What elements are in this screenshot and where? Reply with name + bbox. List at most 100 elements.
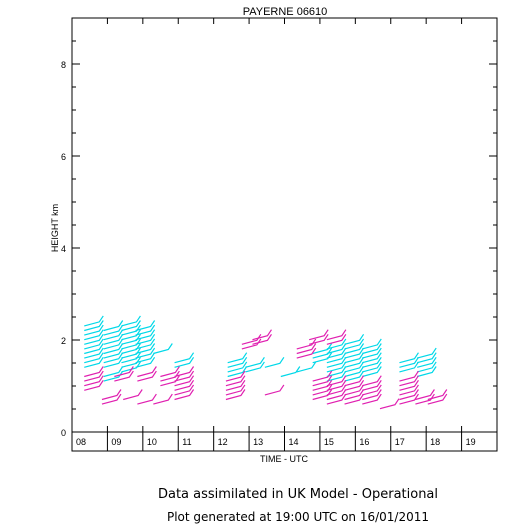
wind-barb [174, 356, 195, 368]
wind-barb [344, 389, 365, 401]
wind-barb [344, 347, 365, 359]
wind-profile-chart: PAYERNE 06610 HEIGHT km TIME - UTC 0 2 4 6 8… [50, 6, 498, 464]
wind-barb [344, 384, 365, 396]
wind-barb [103, 320, 124, 332]
wind-barb [101, 389, 122, 401]
wind-barb [344, 356, 365, 368]
wind-barb [103, 338, 124, 350]
wind-barb [312, 347, 333, 359]
wind-barb [174, 375, 195, 387]
wind-barb [121, 343, 141, 355]
wind-barb [312, 343, 333, 355]
y-tick-label: 6 [61, 152, 66, 162]
wind-barb [84, 320, 104, 332]
wind-barb [174, 370, 195, 382]
wind-barb [84, 329, 104, 341]
wind-barb [225, 375, 246, 387]
wind-barb [160, 370, 180, 382]
wind-barb [417, 356, 437, 368]
wind-barb [84, 356, 104, 368]
wind-barb [84, 352, 104, 364]
wind-barb [362, 343, 382, 355]
x-axis-label: TIME - UTC [260, 454, 308, 464]
wind-barb [135, 324, 156, 336]
wind-barb [399, 361, 419, 373]
wind-barb [84, 338, 104, 350]
wind-barb [245, 361, 265, 373]
wind-barb [121, 352, 141, 364]
wind-barb [135, 356, 156, 368]
wind-barb [264, 356, 285, 368]
wind-barb [417, 366, 437, 378]
wind-barb [362, 352, 382, 364]
wind-barb [174, 366, 195, 378]
wind-barb [84, 379, 104, 391]
wind-barb [399, 389, 419, 401]
wind-barb [121, 347, 141, 359]
wind-barb [326, 338, 347, 350]
wind-barb [326, 329, 347, 341]
wind-barb [312, 352, 333, 364]
wind-barb [344, 338, 365, 350]
wind-barb [241, 333, 262, 345]
wind-barb [264, 384, 285, 396]
wind-barb [137, 393, 157, 405]
plot-generated-note: Plot generated at 19:00 UTC on 16/01/201… [166, 510, 430, 524]
wind-barb [103, 329, 124, 341]
wind-barb [103, 352, 124, 364]
x-tick-label: 09 [111, 437, 121, 447]
wind-barb [296, 338, 317, 350]
wind-barb [362, 384, 382, 396]
wind-barb [137, 370, 157, 382]
x-tick-label: 19 [466, 437, 476, 447]
wind-barb [252, 329, 272, 341]
wind-barb [174, 352, 195, 364]
wind-barb [344, 352, 365, 364]
wind-barb [326, 389, 347, 401]
x-tick-label: 13 [253, 437, 263, 447]
wind-barb [415, 389, 435, 401]
wind-barb [114, 370, 134, 382]
wind-barb [135, 333, 156, 345]
assimilation-note: Data assimilated in UK Model - Operation… [157, 487, 439, 502]
wind-barb [174, 384, 195, 396]
wind-barb [312, 370, 333, 382]
wind-barb [135, 329, 156, 341]
wind-barb [326, 384, 347, 396]
wind-barb [121, 356, 141, 368]
wind-barb [84, 370, 104, 382]
wind-barb [296, 361, 317, 373]
wind-barb [312, 384, 333, 396]
x-tick-label: 15 [324, 437, 334, 447]
wind-barb [84, 375, 104, 387]
wind-barb [135, 338, 156, 350]
wind-barb [225, 379, 246, 391]
wind-barb [399, 393, 419, 405]
wind-barb [121, 338, 141, 350]
y-tick-label: 8 [61, 60, 66, 70]
wind-barb [326, 333, 347, 345]
wind-barb [417, 352, 437, 364]
wind-barb [135, 347, 156, 359]
wind-barbs [84, 315, 448, 410]
wind-barb [362, 356, 382, 368]
wind-barb [344, 343, 365, 355]
wind-barb [399, 384, 419, 396]
wind-barb [399, 356, 419, 368]
wind-barb [103, 324, 124, 336]
wind-barb [344, 361, 365, 373]
wind-barb [312, 375, 333, 387]
wind-barb [296, 347, 317, 359]
wind-barb [312, 379, 333, 391]
wind-barb [344, 333, 365, 345]
wind-barb [114, 366, 134, 378]
x-tick-label: 12 [218, 437, 228, 447]
wind-barb [84, 333, 104, 345]
x-tick-label: 11 [182, 437, 191, 447]
wind-barb [344, 393, 365, 405]
wind-barb [225, 389, 246, 401]
wind-barb [326, 375, 347, 387]
wind-barb [135, 343, 156, 355]
wind-barb [326, 343, 347, 355]
wind-barb [174, 389, 195, 401]
